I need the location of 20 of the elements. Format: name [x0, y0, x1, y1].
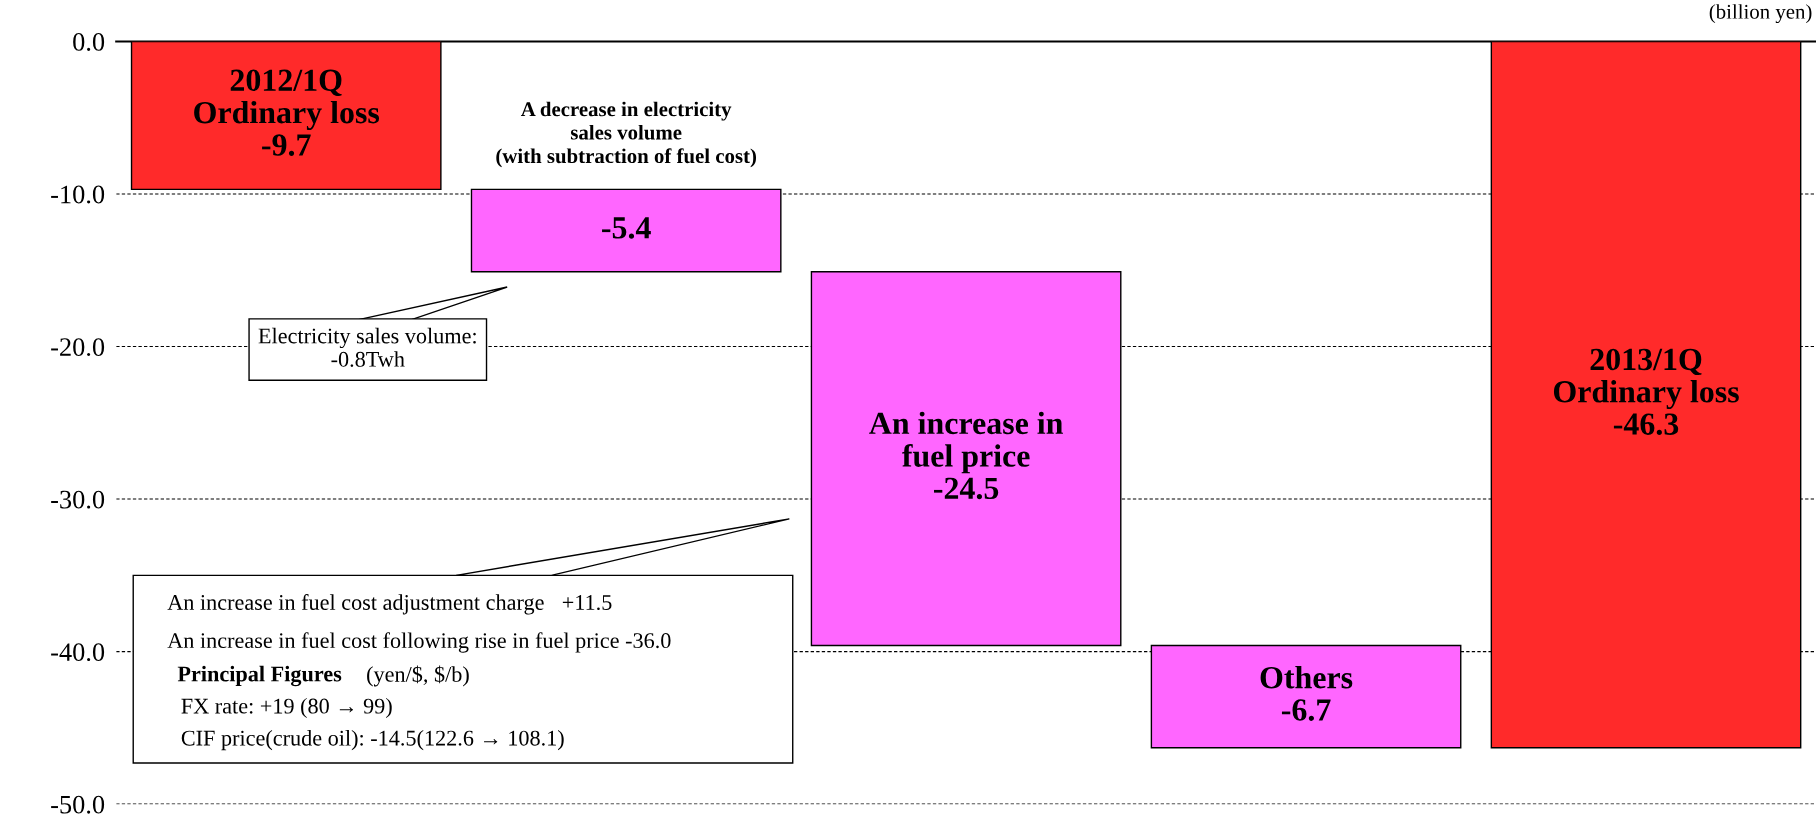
annotation: An increase in fuel cost adjustment charge +11.5 — [167, 594, 612, 615]
y-tick-label: -20.0 — [51, 338, 105, 357]
annotation: A decrease in electricity sales volume (with subtraction of fuel cost) — [496, 101, 757, 168]
y-tick-label: 0.0 — [73, 33, 105, 51]
data-label: An increase in fuel price -24.5 — [869, 411, 1063, 500]
y-tick-label: -50.0 — [51, 795, 105, 814]
text: (billion yen) — [1709, 4, 1812, 24]
annotation: FX rate: +19 (80 → 99) — [181, 697, 392, 719]
annotation: CIF price(crude oil): -14.5(122.6 → 108.1) — [181, 729, 564, 751]
annotation: (yen/$, $/b) — [367, 665, 469, 687]
data-label: 2012/1Q Ordinary loss -9.7 — [194, 69, 380, 156]
y-tick-label: -30.0 — [51, 490, 105, 509]
data-label: -5.4 — [602, 217, 651, 239]
annotation: Electricity sales volume: -0.8Twh — [258, 327, 476, 367]
annotation: An increase in fuel cost following rise in fuel price -36.0 — [167, 632, 671, 653]
data-label: Others -6.7 — [1260, 665, 1353, 721]
data-label: 2013/1Q Ordinary loss -46.3 — [1553, 348, 1739, 436]
y-tick-label: -40.0 — [51, 643, 105, 662]
y-tick-label: -10.0 — [51, 185, 105, 204]
annotation: Principal Figures — [177, 665, 342, 687]
